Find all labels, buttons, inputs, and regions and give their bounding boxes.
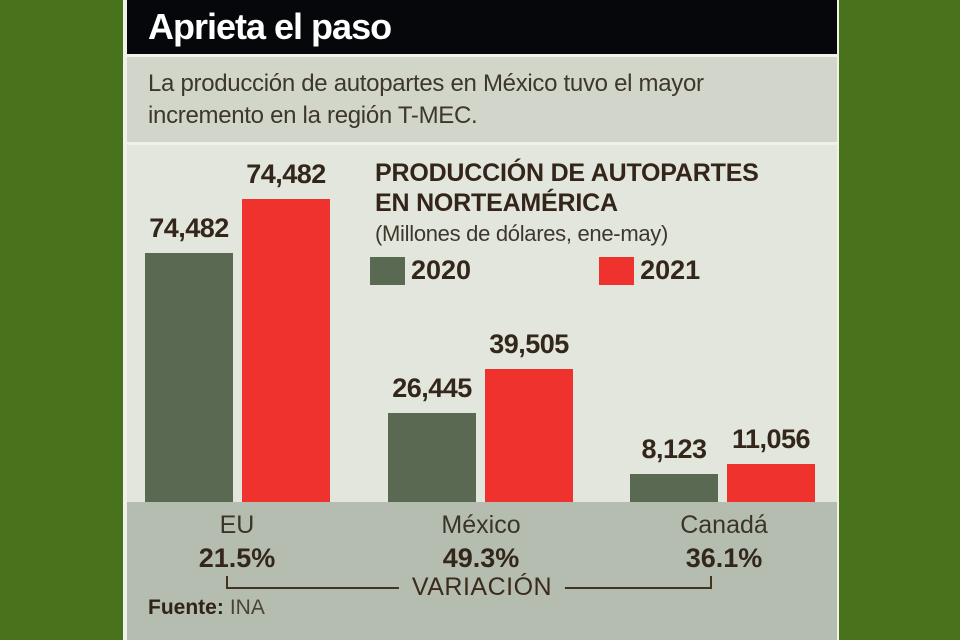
category-label-eu: EU	[219, 511, 255, 539]
source-value: INA	[229, 596, 265, 619]
chart-legend: 2020 2021	[370, 255, 700, 286]
chart-title-block: PRODUCCIÓN DE AUTOPARTES EN NORTEAMÉRICA…	[375, 159, 759, 247]
content-card: Aprieta el paso La producción de autopar…	[123, 0, 839, 640]
intro-band: La producción de autopartes en México tu…	[127, 57, 837, 142]
category-label-mexico: México	[441, 511, 521, 539]
legend-swatch-2021	[599, 256, 635, 285]
bar-value-canada-2020: 8,123	[641, 434, 707, 464]
bar-rect-canada-2020	[630, 474, 718, 502]
bar-value-canada-2021: 11,056	[731, 424, 811, 454]
legend-item-2021: 2021	[599, 255, 700, 286]
source-line: Fuente: INA	[148, 596, 265, 620]
variation-label: VARIACIÓN	[398, 573, 566, 602]
variation-value-eu: 21.5%	[198, 543, 276, 573]
legend-item-2020: 2020	[370, 255, 471, 286]
bar-rect-canada-2021	[727, 464, 815, 502]
bar-value-eu-2021: 74,482	[246, 159, 326, 189]
bar-value-mexico-2020: 26,445	[392, 373, 472, 403]
chart-area: PRODUCCIÓN DE AUTOPARTES EN NORTEAMÉRICA…	[127, 145, 837, 502]
bar-rect-mexico-2021	[485, 369, 573, 502]
legend-swatch-2020	[370, 256, 405, 285]
chart-title-line2: EN NORTEAMÉRICA	[375, 188, 618, 217]
header-bar: Aprieta el paso	[127, 0, 837, 54]
page-title: Aprieta el paso	[148, 6, 392, 47]
bar-value-mexico-2021: 39,505	[489, 329, 569, 359]
legend-label-2020: 2020	[411, 255, 472, 285]
bar-rect-mexico-2020	[388, 413, 476, 502]
bar-value-eu-2020: 74,482	[149, 213, 229, 243]
bar-rect-eu-2021	[242, 199, 330, 502]
chart-title-line1: PRODUCCIÓN DE AUTOPARTES	[375, 159, 759, 187]
chart-units-note: (Millones de dólares, ene-may)	[375, 221, 669, 246]
chart-title: PRODUCCIÓN DE AUTOPARTES EN NORTEAMÉRICA	[375, 159, 759, 218]
footer-band: EU México Canadá 21.5% 49.3% 36.1% VARIA…	[127, 502, 837, 640]
variation-value-mexico: 49.3%	[442, 543, 520, 573]
variation-value-canada: 36.1%	[685, 543, 763, 573]
intro-text: La producción de autopartes en México tu…	[148, 70, 704, 129]
bar-rect-eu-2020	[145, 253, 233, 502]
category-label-canada: Canadá	[680, 511, 768, 539]
legend-label-2021: 2021	[640, 255, 701, 285]
source-label: Fuente:	[148, 596, 224, 619]
